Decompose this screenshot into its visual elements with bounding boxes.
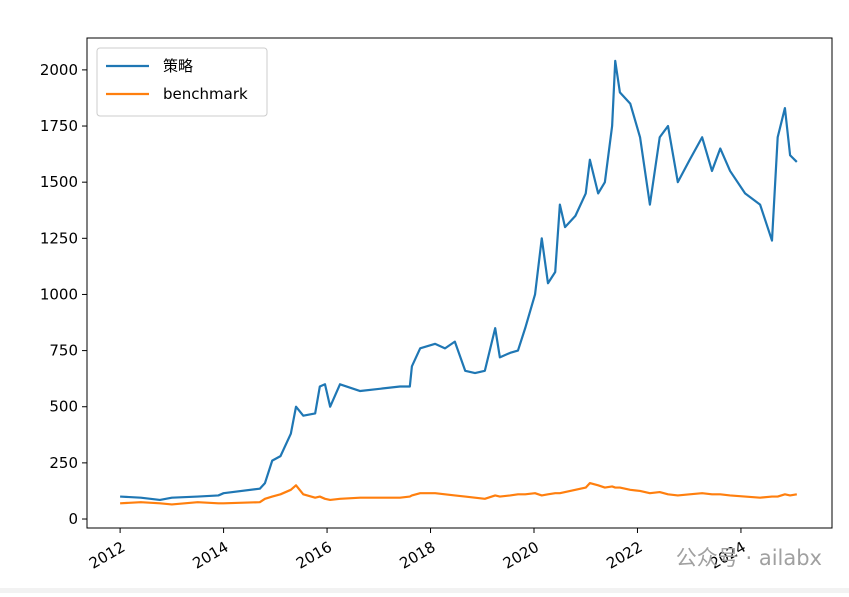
x-tick-label: 2016 — [293, 538, 335, 573]
x-tick-label: 2018 — [396, 538, 438, 573]
legend-label: benchmark — [163, 85, 248, 103]
y-tick-label: 1250 — [40, 229, 78, 247]
y-tick-label: 1000 — [40, 285, 78, 303]
legend-label: 策略 — [163, 57, 193, 75]
bottom-strip — [0, 588, 849, 593]
line — [120, 481, 798, 506]
y-tick-label: 0 — [68, 510, 78, 528]
y-tick-label: 500 — [49, 398, 78, 416]
y-tick-label: 1750 — [40, 117, 78, 135]
x-tick-label: 2012 — [86, 538, 128, 573]
watermark: 公众号 · ailabx — [676, 546, 822, 570]
y-tick-label: 250 — [49, 454, 78, 472]
x-tick-label: 2022 — [603, 538, 645, 573]
y-tick-label: 1500 — [40, 173, 78, 191]
legend: 策略 benchmark — [96, 47, 268, 117]
x-tick-label: 2020 — [500, 538, 542, 573]
plot-frame — [86, 37, 833, 529]
y-tick-label: 750 — [49, 342, 78, 360]
line — [120, 59, 798, 502]
x-tick-label: 2014 — [190, 538, 232, 573]
y-tick-label: 2000 — [40, 61, 78, 79]
